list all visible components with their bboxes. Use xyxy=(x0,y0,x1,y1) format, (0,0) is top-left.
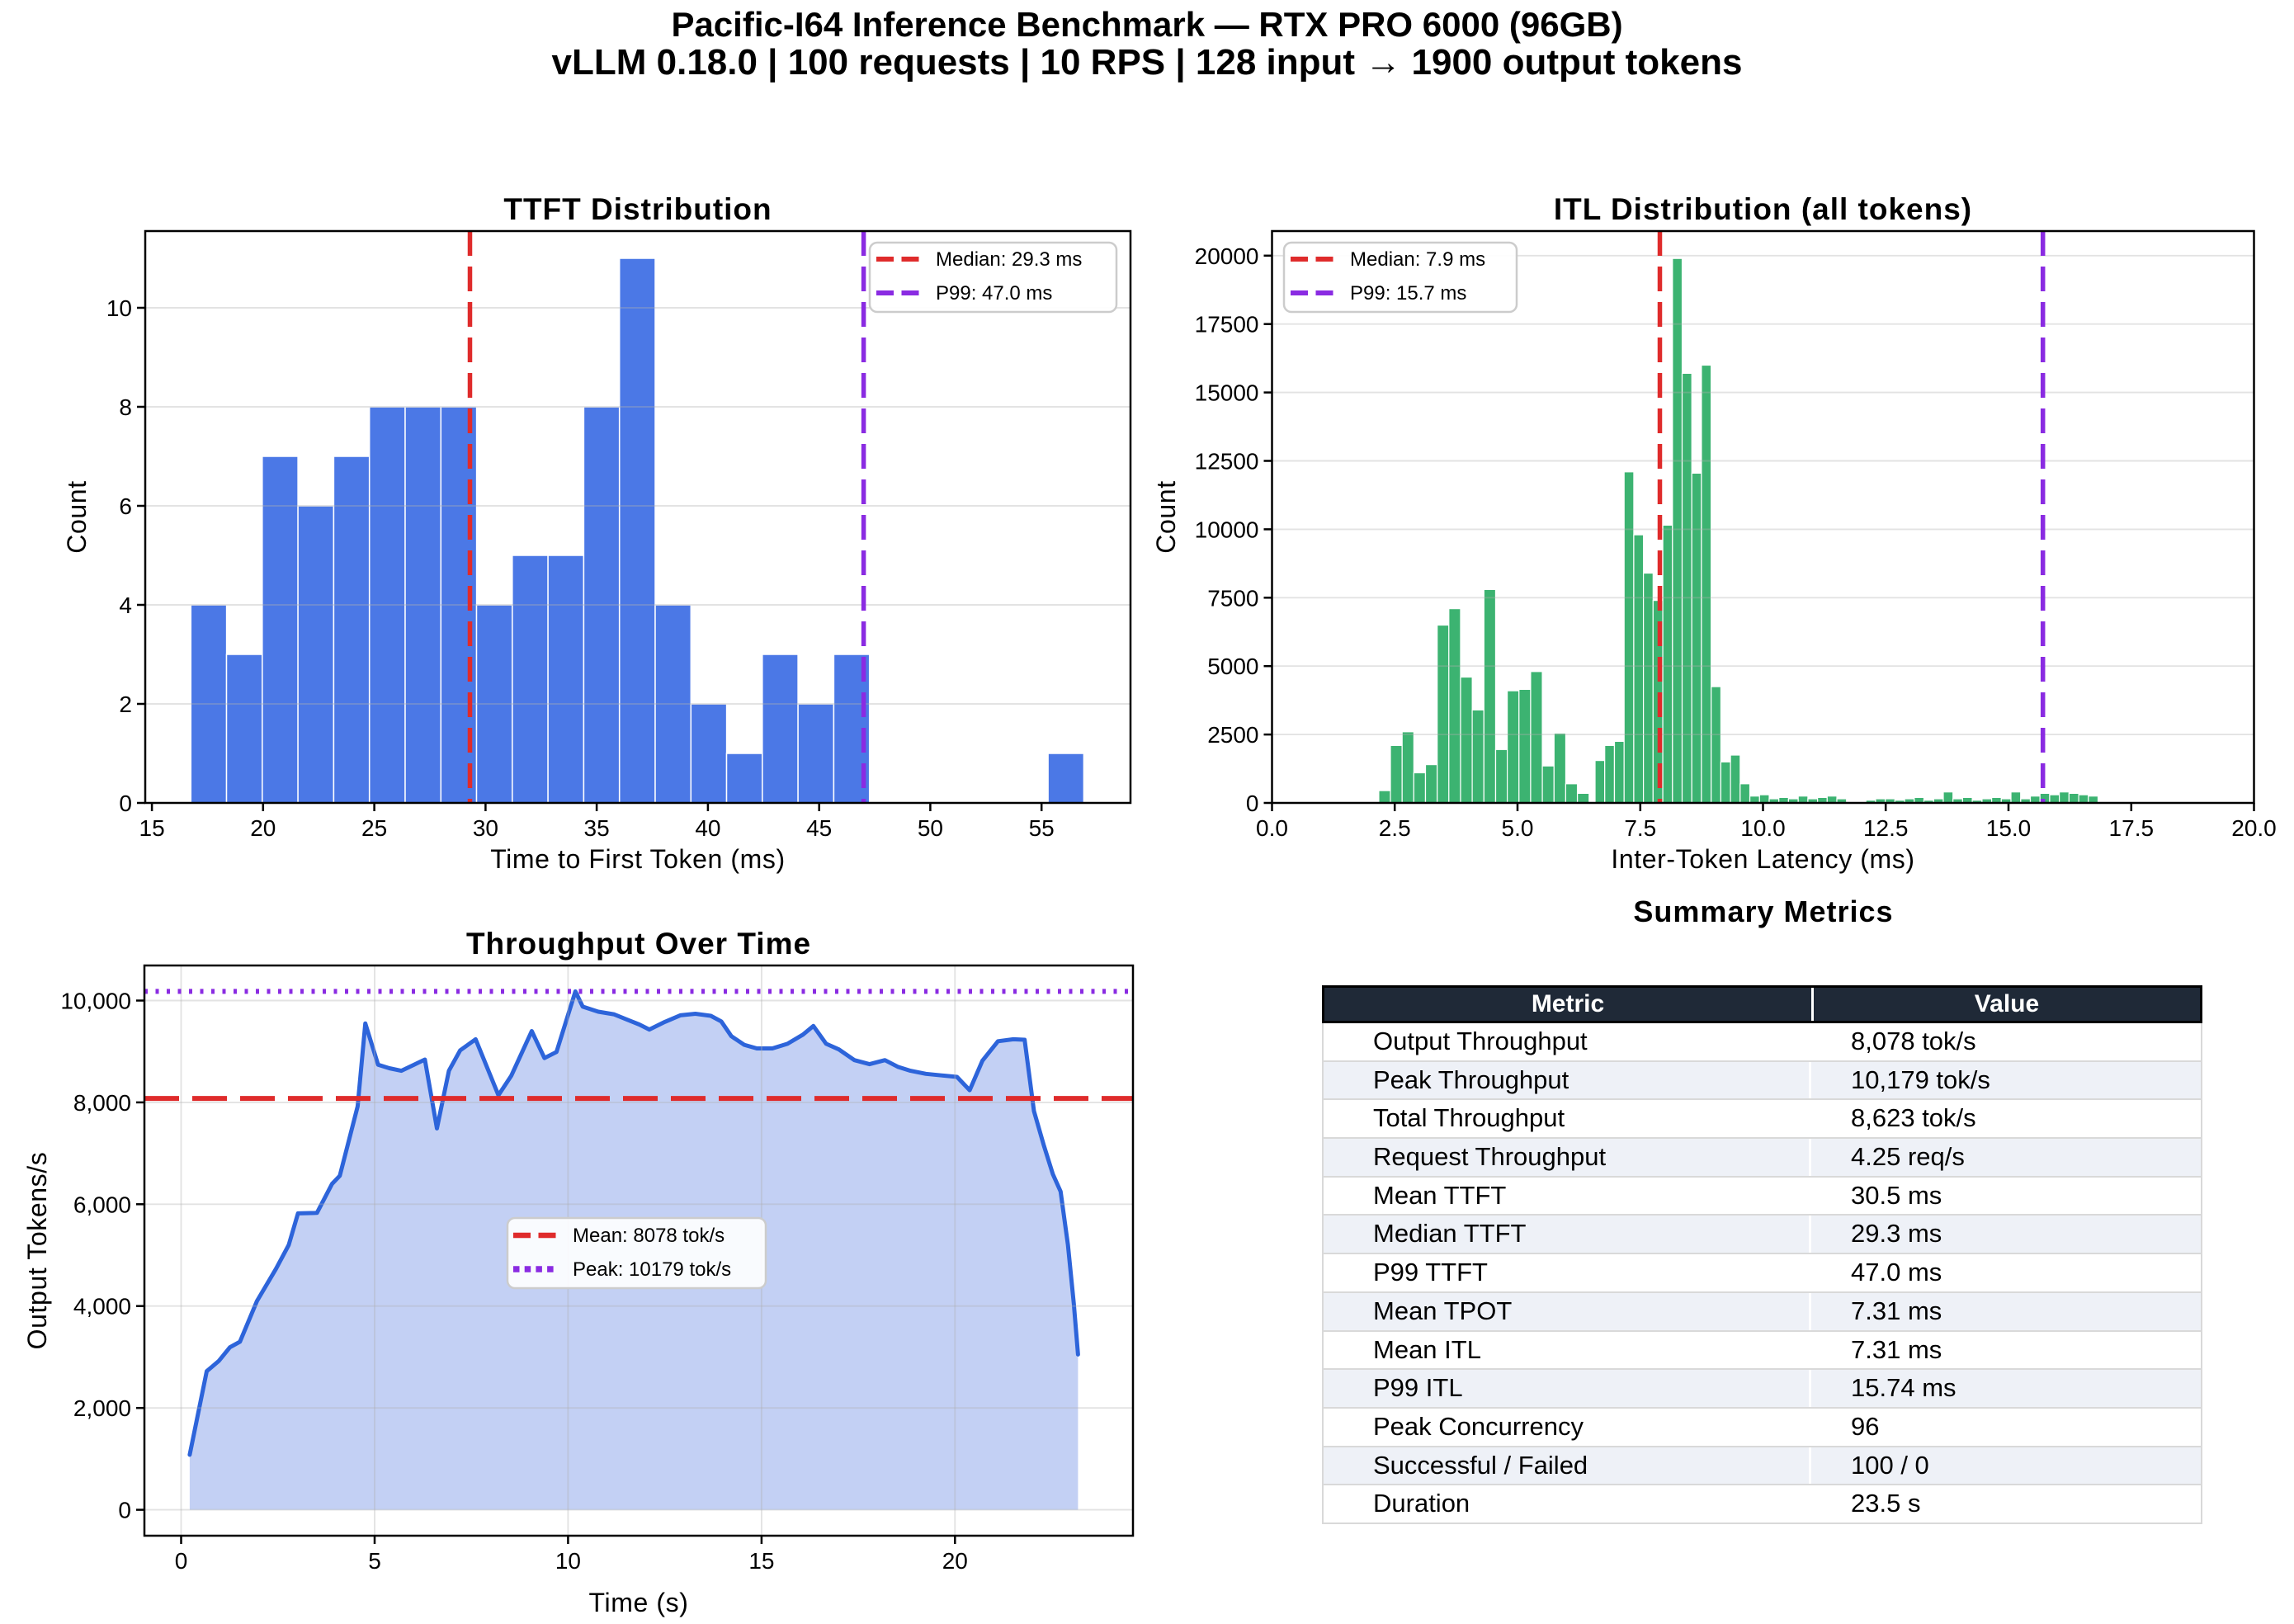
svg-text:55: 55 xyxy=(1029,815,1055,841)
svg-text:Count: Count xyxy=(62,480,92,553)
svg-text:17.5: 17.5 xyxy=(2109,815,2155,841)
svg-text:5.0: 5.0 xyxy=(1502,815,1534,841)
svg-text:10,000: 10,000 xyxy=(60,989,131,1014)
svg-text:40: 40 xyxy=(695,815,720,841)
svg-text:ITL Distribution (all tokens): ITL Distribution (all tokens) xyxy=(1554,192,1972,226)
svg-text:5000: 5000 xyxy=(1207,654,1258,679)
svg-text:0.0: 0.0 xyxy=(1256,815,1288,841)
svg-text:Median: 7.9 ms: Median: 7.9 ms xyxy=(1350,248,1485,271)
svg-text:4: 4 xyxy=(119,592,132,618)
svg-text:5: 5 xyxy=(368,1548,381,1574)
svg-text:Pacific-I64 Inference Benchmar: Pacific-I64 Inference Benchmark — RTX PR… xyxy=(671,5,1622,44)
svg-text:20: 20 xyxy=(250,815,276,841)
svg-text:Summary Metrics: Summary Metrics xyxy=(1633,895,1893,928)
svg-text:vLLM 0.18.0 | 100 requests | 1: vLLM 0.18.0 | 100 requests | 10 RPS | 12… xyxy=(552,42,1743,83)
svg-text:8: 8 xyxy=(119,394,132,420)
svg-text:15.0: 15.0 xyxy=(1986,815,2032,841)
svg-text:Median: 29.3 ms: Median: 29.3 ms xyxy=(936,248,1082,271)
svg-text:0: 0 xyxy=(1246,791,1259,816)
svg-text:7500: 7500 xyxy=(1207,585,1258,611)
svg-text:35: 35 xyxy=(584,815,610,841)
svg-text:6,000: 6,000 xyxy=(73,1192,131,1217)
svg-text:Time to First Token (ms): Time to First Token (ms) xyxy=(490,844,786,874)
svg-text:12.5: 12.5 xyxy=(1863,815,1909,841)
svg-text:Peak: 10179 tok/s: Peak: 10179 tok/s xyxy=(573,1258,731,1281)
svg-text:Time (s): Time (s) xyxy=(589,1588,689,1617)
svg-text:TTFT Distribution: TTFT Distribution xyxy=(503,192,772,226)
svg-text:Inter-Token Latency (ms): Inter-Token Latency (ms) xyxy=(1611,844,1914,874)
svg-text:10.0: 10.0 xyxy=(1740,815,1786,841)
svg-text:0: 0 xyxy=(118,1498,131,1523)
svg-text:12500: 12500 xyxy=(1195,449,1259,474)
svg-text:10: 10 xyxy=(106,295,132,321)
svg-text:0: 0 xyxy=(119,791,132,816)
svg-text:Output Tokens/s: Output Tokens/s xyxy=(22,1152,52,1350)
svg-text:20000: 20000 xyxy=(1195,243,1259,269)
svg-text:25: 25 xyxy=(361,815,387,841)
svg-text:6: 6 xyxy=(119,493,132,519)
svg-text:4,000: 4,000 xyxy=(73,1294,131,1320)
svg-text:20.0: 20.0 xyxy=(2231,815,2277,841)
svg-text:17500: 17500 xyxy=(1195,312,1259,338)
svg-text:Throughput Over Time: Throughput Over Time xyxy=(466,927,811,961)
svg-text:2,000: 2,000 xyxy=(73,1395,131,1421)
svg-text:30: 30 xyxy=(473,815,498,841)
svg-text:20: 20 xyxy=(942,1548,968,1574)
svg-text:2500: 2500 xyxy=(1207,722,1258,748)
svg-text:45: 45 xyxy=(806,815,832,841)
svg-text:Mean: 8078 tok/s: Mean: 8078 tok/s xyxy=(573,1225,725,1247)
svg-text:P99: 47.0 ms: P99: 47.0 ms xyxy=(936,282,1052,304)
svg-text:0: 0 xyxy=(175,1548,188,1574)
svg-text:P99: 15.7 ms: P99: 15.7 ms xyxy=(1350,282,1466,304)
svg-text:8,000: 8,000 xyxy=(73,1090,131,1116)
svg-text:15: 15 xyxy=(748,1548,774,1574)
svg-text:15000: 15000 xyxy=(1195,380,1259,406)
svg-text:10000: 10000 xyxy=(1195,517,1259,542)
svg-text:Count: Count xyxy=(1151,480,1181,553)
svg-text:7.5: 7.5 xyxy=(1624,815,1656,841)
svg-text:2.5: 2.5 xyxy=(1379,815,1411,841)
svg-text:15: 15 xyxy=(139,815,165,841)
svg-text:2: 2 xyxy=(119,692,132,717)
svg-text:50: 50 xyxy=(918,815,943,841)
svg-text:10: 10 xyxy=(555,1548,581,1574)
